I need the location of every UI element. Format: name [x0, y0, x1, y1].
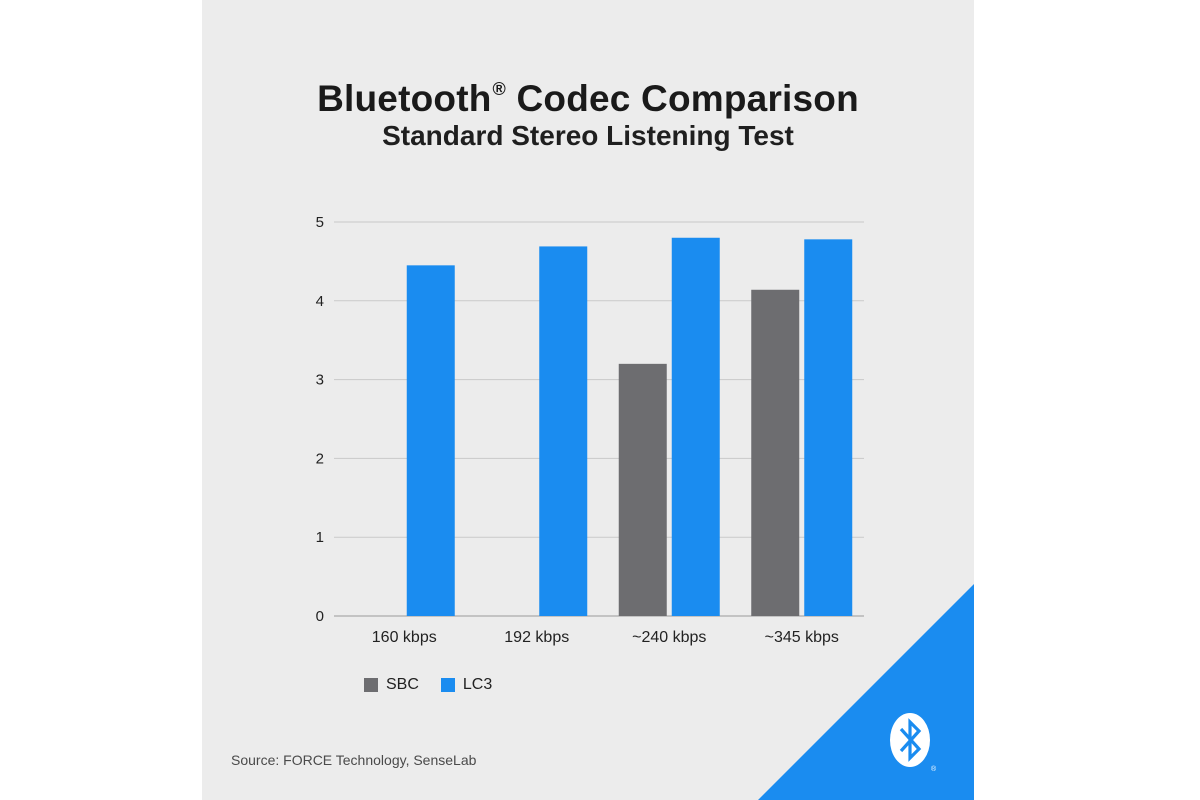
source-note: Source: FORCE Technology, SenseLab	[231, 752, 477, 768]
bluetooth-icon: ®	[890, 713, 937, 773]
chart-subtitle: Standard Stereo Listening Test	[382, 120, 794, 151]
blue-corner-triangle	[758, 584, 974, 800]
bar-chart: 0 1 2 3 4 5 160 kbps 192 kbps ~240 kbps ~345 kbps	[316, 214, 864, 646]
infographic-card: Bluetooth® Codec Comparison Standard Ste…	[202, 0, 974, 800]
bar-lc3-1	[539, 246, 588, 617]
legend-item-lc3: LC3	[440, 676, 493, 694]
y-tick-label: 3	[316, 372, 324, 389]
legend: SBC LC3	[364, 676, 514, 694]
x-category-label: 192 kbps	[504, 629, 569, 646]
bar-sbc-2	[618, 363, 667, 616]
logo-registered-mark: ®	[931, 765, 937, 773]
bar-lc3-3	[804, 239, 853, 616]
y-tick-label: 5	[316, 214, 324, 231]
y-tick-label: 0	[316, 608, 324, 625]
bar-lc3-2	[671, 237, 720, 616]
y-tick-label: 4	[316, 293, 324, 310]
x-category-label: ~345 kbps	[765, 629, 839, 646]
x-category-label: ~240 kbps	[632, 629, 706, 646]
registered-mark: ®	[492, 79, 506, 99]
y-tick-label: 2	[316, 450, 324, 467]
chart-title: Bluetooth® Codec Comparison	[317, 78, 859, 119]
legend-label-sbc: SBC	[386, 676, 419, 693]
bar-lc3-0	[406, 265, 455, 616]
bar-sbc-3	[751, 289, 800, 616]
legend-swatch-lc3	[440, 678, 455, 692]
y-tick-label: 1	[316, 529, 324, 546]
legend-swatch-sbc	[364, 678, 378, 692]
legend-item-sbc: SBC	[364, 676, 419, 694]
legend-label-lc3: LC3	[462, 676, 493, 693]
x-category-label: 160 kbps	[372, 629, 437, 646]
